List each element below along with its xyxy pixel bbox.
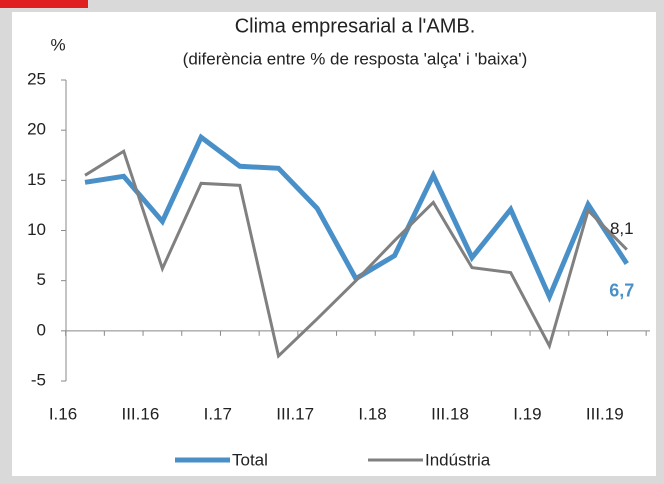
data-label: 8,1 xyxy=(610,219,634,238)
y-tick-label: 10 xyxy=(27,220,46,239)
series-line xyxy=(84,148,628,359)
chart-subtitle: (diferència entre % de resposta 'alça' i… xyxy=(183,49,528,68)
y-unit: % xyxy=(50,35,65,54)
data-label: 6,7 xyxy=(609,280,634,300)
y-tick-label: 15 xyxy=(27,170,46,189)
y-tick-label: 20 xyxy=(27,120,46,139)
x-tick-label: III.18 xyxy=(431,404,469,423)
x-tick-label: I.18 xyxy=(358,404,386,423)
y-tick-label: 5 xyxy=(37,270,46,289)
x-tick-label: III.17 xyxy=(276,404,314,423)
y-tick-label: 25 xyxy=(27,69,46,88)
x-tick-label: I.19 xyxy=(513,404,541,423)
x-tick-label: III.19 xyxy=(586,404,624,423)
legend-label: Indústria xyxy=(425,450,491,469)
header-fragment xyxy=(0,0,88,8)
chart-title: Clima empresarial a l'AMB. xyxy=(235,15,476,37)
y-tick-label: 0 xyxy=(37,320,46,339)
x-tick-label: I.17 xyxy=(204,404,232,423)
x-tick-label: I.16 xyxy=(49,404,77,423)
x-tick-label: III.16 xyxy=(121,404,159,423)
y-tick-label: -5 xyxy=(31,370,46,389)
legend-label: Total xyxy=(232,450,268,469)
